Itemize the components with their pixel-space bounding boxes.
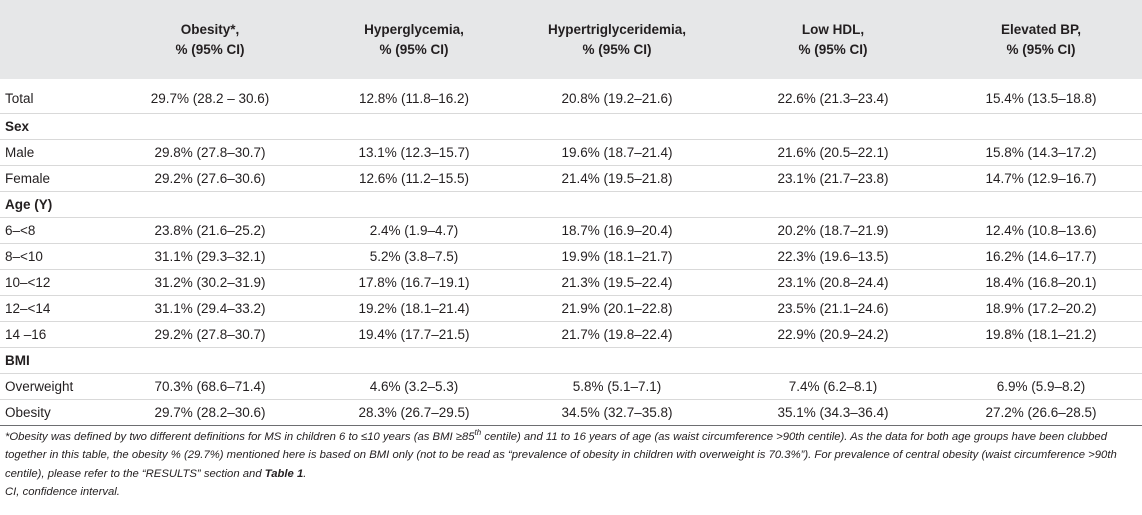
table-row: Female 29.2% (27.6–30.6) 12.6% (11.2–15.… (0, 165, 1142, 191)
section-bmi: BMI (0, 347, 1142, 373)
table-row: 8–<10 31.1% (29.3–32.1) 5.2% (3.8–7.5) 1… (0, 243, 1142, 269)
table-row: Male 29.8% (27.8–30.7) 13.1% (12.3–15.7)… (0, 139, 1142, 165)
section-sex: Sex (0, 113, 1142, 139)
prevalence-table: Obesity*,% (95% CI) Hyperglycemia,% (95%… (0, 0, 1142, 425)
table-row: Overweight 70.3% (68.6–71.4) 4.6% (3.2–5… (0, 373, 1142, 399)
header-low-hdl: Low HDL,% (95% CI) (798, 21, 868, 57)
table-row: 12–<14 31.1% (29.4–33.2) 19.2% (18.1–21.… (0, 295, 1142, 321)
table-footnote: *Obesity was defined by two different de… (5, 424, 1135, 502)
table-row: 14 –16 29.2% (27.8–30.7) 19.4% (17.7–21.… (0, 321, 1142, 347)
table-1-reference: Table 1 (264, 467, 304, 480)
footnote-ci: CI, confidence interval. (5, 486, 120, 499)
header-obesity: Obesity*,% (95% CI) (175, 21, 245, 57)
table-row: Obesity 29.7% (28.2–30.6) 28.3% (26.7–29… (0, 399, 1142, 425)
table-row-total: Total 29.7% (28.2 – 30.6) 12.8% (11.8–16… (0, 79, 1142, 113)
footnote-obesity-definition: *Obesity was defined by two different de… (5, 428, 1117, 480)
header-elevated-bp: Elevated BP,% (95% CI) (1000, 21, 1082, 57)
table-row: 10–<12 31.2% (30.2–31.9) 17.8% (16.7–19.… (0, 269, 1142, 295)
header-hyperglycemia: Hyperglycemia,% (95% CI) (364, 21, 464, 57)
section-age: Age (Y) (0, 191, 1142, 217)
table-row: 6–<8 23.8% (21.6–25.2) 2.4% (1.9–4.7) 18… (0, 217, 1142, 243)
header-hypertriglyceridemia: Hypertriglyceridemia,% (95% CI) (547, 21, 687, 57)
header-row: Obesity*,% (95% CI) Hyperglycemia,% (95%… (0, 0, 1142, 79)
header-empty (0, 0, 100, 79)
